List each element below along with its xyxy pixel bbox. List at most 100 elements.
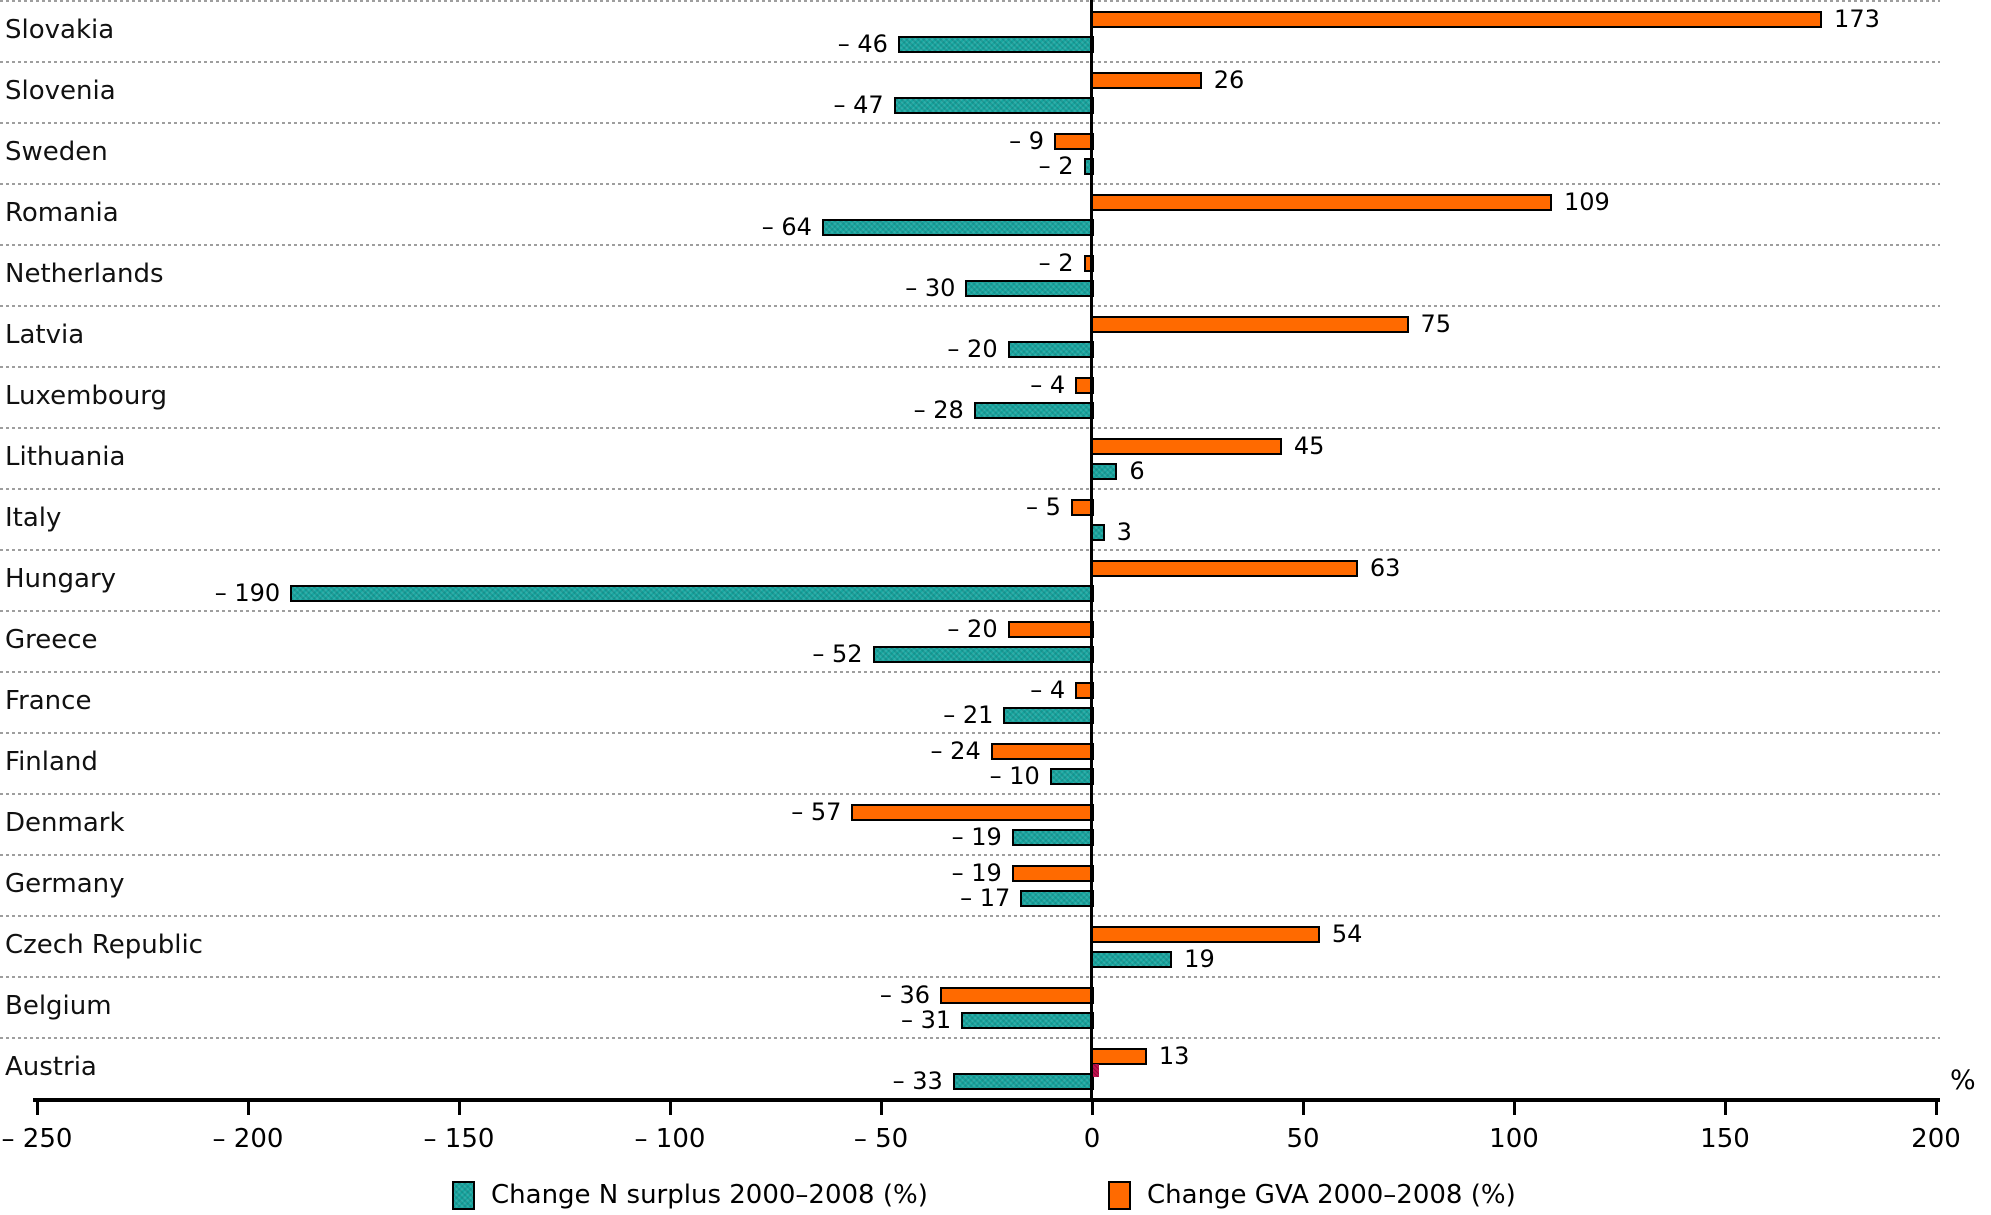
bar-gva-slovakia (1090, 11, 1823, 28)
x-axis-tick-label: – 100 (634, 1124, 706, 1154)
gridline (0, 1037, 1940, 1039)
x-axis-unit-label: % (1950, 1065, 1976, 1096)
legend-swatch-n-surplus-icon (452, 1180, 475, 1210)
gridline (0, 0, 1940, 2)
x-axis-tick (1302, 1102, 1305, 1115)
bar-gva-latvia (1090, 316, 1409, 333)
x-axis-tick (880, 1102, 883, 1115)
bar-n-surplus-denmark (1011, 829, 1094, 846)
value-label-n-surplus-italy: 3 (1116, 518, 1132, 546)
value-label-gva-austria: 13 (1158, 1042, 1190, 1070)
bar-gva-romania (1090, 194, 1552, 211)
x-axis-tick (247, 1102, 250, 1115)
value-label-gva-belgium: – 36 (879, 981, 931, 1009)
bar-gva-denmark (851, 804, 1094, 821)
category-label-austria: Austria (5, 1052, 97, 1082)
x-axis-tick (36, 1102, 39, 1115)
category-label-sweden: Sweden (5, 137, 108, 167)
value-label-n-surplus-lithuania: 6 (1129, 457, 1145, 485)
legend-label-n-surplus: Change N surplus 2000–2008 (%) (491, 1180, 928, 1210)
value-label-gva-lithuania: 45 (1293, 432, 1325, 460)
bar-n-surplus-lithuania (1090, 463, 1118, 480)
value-label-gva-slovenia: 26 (1213, 66, 1245, 94)
bar-n-surplus-slovenia (893, 97, 1094, 114)
x-axis-line (33, 1098, 1940, 1102)
gridline (0, 549, 1940, 551)
bar-gva-finland (990, 743, 1094, 760)
x-axis-tick-label: – 250 (1, 1124, 73, 1154)
zero-axis-line (1090, 0, 1093, 1101)
category-label-france: France (5, 686, 92, 716)
value-label-n-surplus-slovakia: – 46 (837, 30, 888, 58)
value-label-gva-italy: – 5 (1025, 493, 1061, 521)
category-label-finland: Finland (5, 747, 98, 777)
value-label-n-surplus-hungary: – 190 (214, 579, 281, 607)
value-label-n-surplus-latvia: – 20 (947, 335, 998, 363)
value-label-n-surplus-denmark: – 19 (951, 823, 1002, 851)
value-label-n-surplus-belgium: – 31 (901, 1006, 952, 1034)
bar-n-surplus-finland (1049, 768, 1094, 785)
bar-gva-sweden (1054, 133, 1094, 150)
gridline (0, 732, 1940, 734)
x-axis-tick-label: 150 (1700, 1124, 1750, 1154)
category-label-denmark: Denmark (5, 808, 125, 838)
category-label-netherlands: Netherlands (5, 259, 164, 289)
legend-swatch-gva-icon (1108, 1180, 1131, 1210)
bar-n-surplus-czech-republic (1090, 951, 1173, 968)
category-label-greece: Greece (5, 625, 98, 655)
value-label-gva-france: – 4 (1030, 676, 1066, 704)
bar-gva-belgium (940, 987, 1094, 1004)
bar-gva-greece (1007, 621, 1094, 638)
value-label-gva-germany: – 19 (951, 859, 1002, 887)
value-label-n-surplus-france: – 21 (943, 701, 994, 729)
category-label-italy: Italy (5, 503, 62, 533)
value-label-n-surplus-czech-republic: 19 (1184, 945, 1215, 973)
gridline (0, 854, 1940, 856)
gridline (0, 244, 1940, 246)
gridline (0, 305, 1940, 307)
bar-gva-hungary (1090, 560, 1358, 577)
bar-n-surplus-netherlands (965, 280, 1094, 297)
bar-n-surplus-latvia (1007, 341, 1094, 358)
value-label-gva-latvia: 75 (1420, 310, 1452, 338)
x-axis-tick (1091, 1102, 1094, 1115)
category-label-hungary: Hungary (5, 564, 117, 594)
category-label-czech-republic: Czech Republic (5, 930, 203, 960)
bar-n-surplus-romania (821, 219, 1094, 236)
x-axis-tick (458, 1102, 461, 1115)
value-label-gva-czech-republic: 54 (1331, 920, 1363, 948)
legend-label-gva: Change GVA 2000–2008 (%) (1147, 1180, 1516, 1210)
value-label-n-surplus-sweden: – 2 (1038, 152, 1074, 180)
gridline (0, 488, 1940, 490)
category-label-slovakia: Slovakia (5, 15, 115, 45)
value-label-n-surplus-slovenia: – 47 (833, 91, 884, 119)
gridline (0, 183, 1940, 185)
x-axis-tick-label: 0 (1083, 1124, 1101, 1154)
value-label-gva-netherlands: – 2 (1038, 249, 1074, 277)
x-axis-tick (1935, 1102, 1938, 1115)
gridline (0, 366, 1940, 368)
gridline (0, 671, 1940, 673)
x-axis-tick-label: – 150 (423, 1124, 495, 1154)
x-axis-tick (1513, 1102, 1516, 1115)
x-axis-tick (1724, 1102, 1727, 1115)
value-label-n-surplus-netherlands: – 30 (905, 274, 956, 302)
legend-item-n-surplus: Change N surplus 2000–2008 (%) (452, 1178, 928, 1212)
value-label-n-surplus-greece: – 52 (812, 640, 863, 668)
bar-n-surplus-slovakia (897, 36, 1094, 53)
bar-n-surplus-greece (872, 646, 1094, 663)
x-axis-tick-label: 50 (1286, 1124, 1320, 1154)
value-label-gva-sweden: – 9 (1009, 127, 1045, 155)
category-label-belgium: Belgium (5, 991, 112, 1021)
value-label-gva-romania: 109 (1563, 188, 1610, 216)
gridline (0, 61, 1940, 63)
bar-n-surplus-hungary (290, 585, 1094, 602)
gridline (0, 427, 1940, 429)
bar-gva-austria (1090, 1048, 1147, 1065)
value-label-gva-hungary: 63 (1369, 554, 1401, 582)
bar-gva-lithuania (1090, 438, 1282, 455)
value-label-gva-denmark: – 57 (791, 798, 842, 826)
value-label-gva-finland: – 24 (930, 737, 981, 765)
legend-item-gva: Change GVA 2000–2008 (%) (1108, 1178, 1516, 1212)
